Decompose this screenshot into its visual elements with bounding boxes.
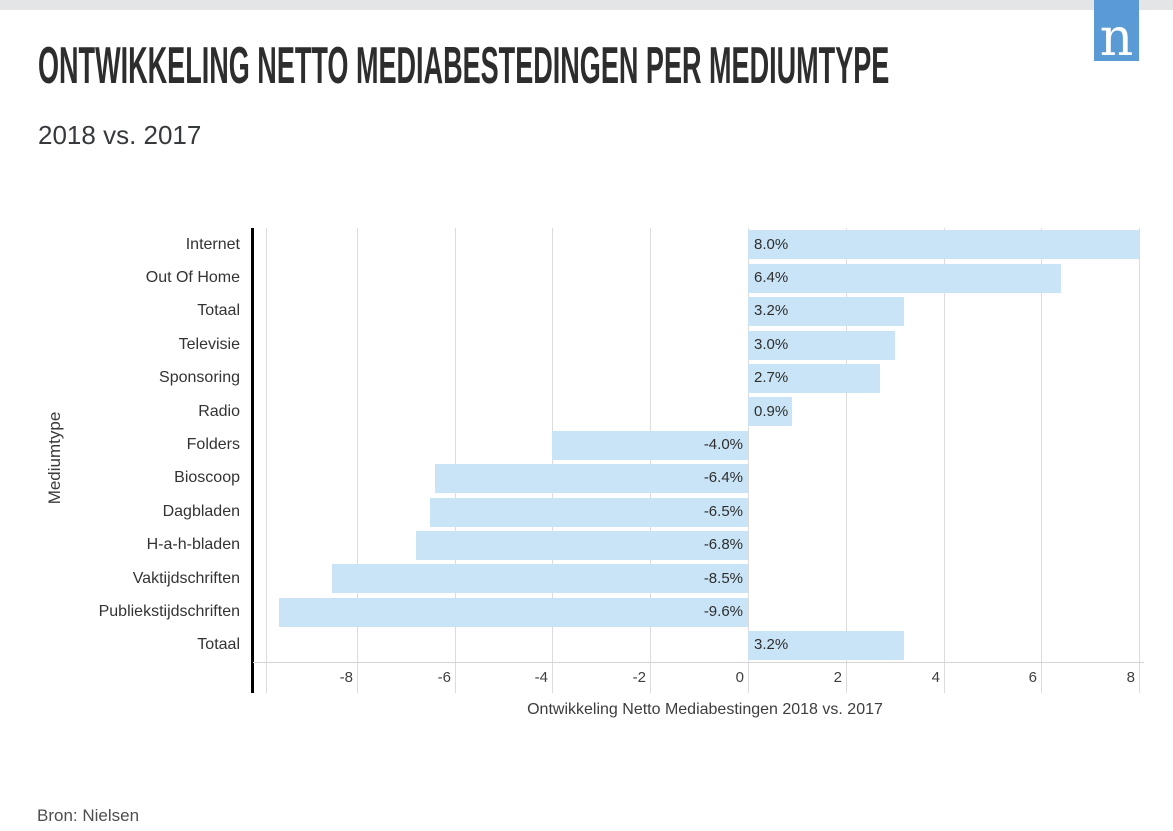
category-label: Out Of Home: [145, 269, 240, 286]
page-subtitle: 2018 vs. 2017: [38, 120, 202, 150]
category-label: Folders: [186, 436, 240, 453]
bar-value-label: 2.7%: [754, 369, 789, 386]
category-label: Totaal: [197, 302, 240, 319]
gridline-x--6: [455, 228, 456, 693]
x-tick-label: 2: [833, 669, 842, 686]
bar-sponsoring: [748, 364, 880, 393]
plot-left-border: [266, 228, 267, 693]
bar-dagbladen: [430, 498, 748, 527]
gridline-x--4: [552, 228, 553, 693]
y-axis-title: Mediumtype: [45, 411, 64, 505]
bar-value-label: 3.2%: [754, 636, 789, 653]
top-strip: [0, 0, 1173, 10]
nielsen-logo: n: [1094, 0, 1139, 68]
bar-value-label: -6.8%: [703, 536, 743, 553]
y-axis-line: [251, 228, 254, 693]
x-tick-label: 4: [931, 669, 940, 686]
category-label: Sponsoring: [159, 369, 240, 386]
gridline-x-8: [1139, 228, 1140, 693]
category-label: Internet: [185, 236, 240, 253]
gridline-x-0: [748, 228, 749, 693]
bar-value-label: -6.4%: [703, 469, 743, 486]
category-label: Dagbladen: [162, 503, 240, 520]
bar-vaktijdschriften: [332, 564, 748, 593]
gridline-x-6: [1041, 228, 1042, 693]
bar-value-label: 8.0%: [754, 236, 789, 253]
bar-internet: [748, 230, 1139, 259]
x-axis-line: [253, 662, 1144, 663]
category-label: Televisie: [178, 336, 240, 353]
bar-value-label: -8.5%: [703, 570, 743, 587]
gridline-x--8: [357, 228, 358, 693]
x-tick-label: -2: [632, 669, 646, 686]
bar-bioscoop: [435, 464, 748, 493]
category-label: Publiekstijdschriften: [98, 603, 240, 620]
gridline-x-2: [846, 228, 847, 693]
x-tick-label: 8: [1126, 669, 1135, 686]
nielsen-logo-letter: n: [1099, 7, 1134, 68]
bar-value-label: 3.0%: [754, 336, 789, 353]
bar-h-a-h-bladen: [416, 531, 748, 560]
x-tick-label: 6: [1028, 669, 1037, 686]
bar-publiekstijdschriften: [279, 598, 748, 627]
bar-out-of-home: [748, 264, 1061, 293]
bar-value-label: -6.5%: [703, 503, 743, 520]
category-label: H-a-h-bladen: [146, 536, 240, 553]
gridline-x-4: [944, 228, 945, 693]
bar-radio: [748, 397, 792, 426]
gridline-x--2: [650, 228, 651, 693]
bar-totaal: [748, 297, 904, 326]
bar-folders: [552, 431, 748, 460]
category-label: Totaal: [197, 636, 240, 653]
bar-value-label: 0.9%: [754, 403, 789, 420]
x-tick-label: 0: [735, 669, 744, 686]
bar-value-label: -4.0%: [703, 436, 743, 453]
bar-televisie: [748, 331, 895, 360]
x-tick-label: -8: [339, 669, 353, 686]
category-label: Vaktijdschriften: [132, 570, 240, 587]
page-title: ONTWIKKELING NETTO MEDIABESTEDINGEN PER …: [38, 37, 890, 95]
bar-value-label: 3.2%: [754, 302, 789, 319]
bar-value-label: 6.4%: [754, 269, 789, 286]
category-label: Bioscoop: [174, 469, 240, 486]
x-tick-label: -4: [534, 669, 548, 686]
source-note: Bron: Nielsen: [37, 806, 140, 825]
category-label: Radio: [198, 403, 240, 420]
bar-value-label: -9.6%: [703, 603, 743, 620]
bar-totaal: [748, 631, 904, 660]
x-tick-label: -6: [437, 669, 451, 686]
x-axis-title: Ontwikkeling Netto Mediabestingen 2018 v…: [527, 701, 883, 718]
